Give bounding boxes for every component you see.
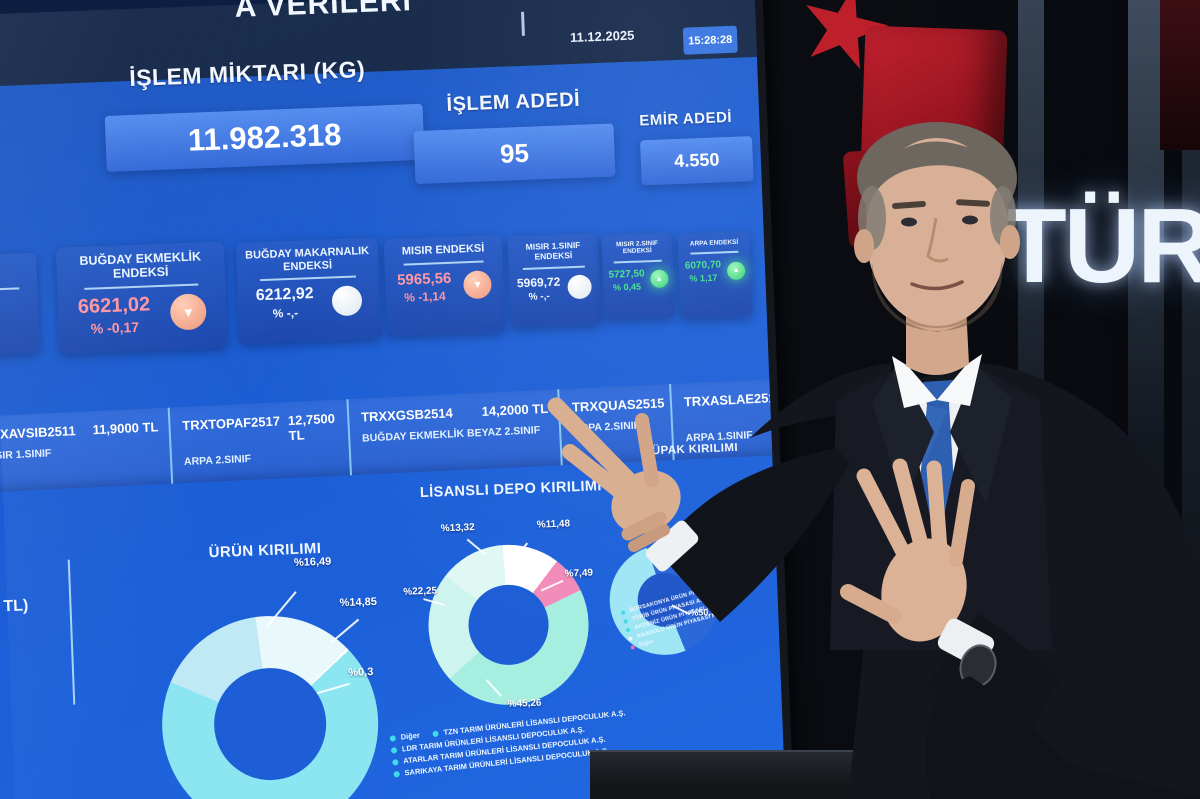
index-finger [547, 397, 647, 499]
index-value: 5965,56 [396, 269, 452, 289]
thumb [635, 413, 659, 487]
thumb [840, 584, 902, 624]
tie-highlight [922, 405, 948, 470]
leader-line [330, 618, 360, 644]
legend-label: Diğer [400, 730, 421, 742]
down-arrow-icon: ▼ [169, 293, 208, 331]
open-hand-palm [881, 538, 967, 642]
folded-finger [628, 524, 670, 552]
ticker-item: TRXTOPAF2517 12,7500 TL ARPA 2.SINIF [167, 399, 350, 484]
eye-left [901, 217, 917, 227]
left-partial-tl-label: TL) [3, 597, 29, 616]
ticker-class: ARPA 2.SINIF [183, 452, 252, 469]
index-change: % -0,17 [90, 318, 140, 337]
section-divider [67, 559, 76, 705]
legend-dot [393, 770, 400, 778]
legend-dot [389, 734, 397, 742]
index-value: 6621,02 [77, 293, 151, 318]
nose [926, 217, 949, 263]
eyebrow-right [956, 199, 990, 207]
ticker-price: 12,7500 TL [287, 410, 336, 444]
donut-label: %13,32 [440, 522, 475, 535]
ear-left [854, 229, 874, 263]
red-wall-panel [1160, 0, 1200, 150]
folded-finger [621, 511, 667, 541]
lapel-left [872, 365, 934, 504]
ticker-item: TRXAVSIB2511 11,9000 TL MISIR 1.SINIF [0, 408, 171, 493]
finger [926, 460, 948, 558]
index-card-misir: MISIR ENDEKSİ 5965,56 % -1,14 ▼ [383, 234, 506, 337]
mouth [910, 280, 964, 291]
donut-label: %14,85 [339, 595, 378, 610]
finger [856, 468, 912, 562]
ticker-class: MISIR 1.SINIF [0, 447, 52, 463]
ticker-code: TRXTOPAF2517 [181, 413, 281, 434]
header-date: 11.12.2025 [569, 27, 635, 46]
donut-label: %16,49 [293, 555, 332, 570]
index-card-partial [0, 252, 40, 357]
hairline [865, 141, 1009, 220]
ticker-price: 11,9000 TL [92, 419, 159, 438]
ticker-code: TRXXGSB2514 [360, 405, 454, 425]
index-name: BUĞDAY MAKARNALIK ENDEKSİ [244, 244, 370, 273]
index-change: % -,- [272, 305, 299, 321]
face [866, 138, 1008, 326]
collar-left [892, 356, 937, 408]
ear-right [1000, 225, 1020, 259]
lower-sleeve [926, 676, 1200, 799]
middle-finger [562, 444, 652, 518]
ticker-code: TRXAVSIB2511 [0, 423, 76, 443]
finger [892, 458, 930, 556]
donut-label: %22,25 [403, 585, 438, 598]
finger [949, 479, 975, 567]
header-time-badge: 15:28:28 [682, 25, 738, 55]
presenter-man [547, 122, 1200, 799]
donut-label: %0,3 [348, 666, 374, 680]
index-card-bugday-makarnalik: BUĞDAY MAKARNALIK ENDEKSİ 6212,92 % -,- [235, 237, 382, 344]
down-arrow-icon: ▼ [463, 270, 493, 300]
pointing-arm-sleeve [656, 448, 850, 622]
index-name: BUĞDAY EKMEKLİK ENDEKSİ [79, 249, 202, 282]
legend-dot [392, 758, 399, 766]
index-name: MISIR ENDEKSİ [401, 242, 485, 258]
index-change: % -1,14 [403, 288, 446, 305]
index-card-bugday-ekmeklik: BUĞDAY EKMEKLİK ENDEKSİ 6621,02 % -0,17 … [55, 241, 228, 354]
kpi-islem-miktari-value: 11.982.318 [104, 103, 425, 172]
eye-right [962, 215, 978, 225]
collar-right [937, 354, 982, 406]
shirt-cuff [645, 520, 699, 572]
legend-dot [432, 730, 439, 737]
index-value: 6212,92 [255, 285, 314, 305]
chart-title-urun-kirilimi: ÜRÜN KIRILIMI [208, 539, 322, 562]
donut-chart-urun-kirilimi [158, 612, 383, 799]
eyebrow-left [892, 201, 926, 209]
legend-dot [390, 746, 398, 754]
flat-circle-icon [331, 285, 363, 317]
